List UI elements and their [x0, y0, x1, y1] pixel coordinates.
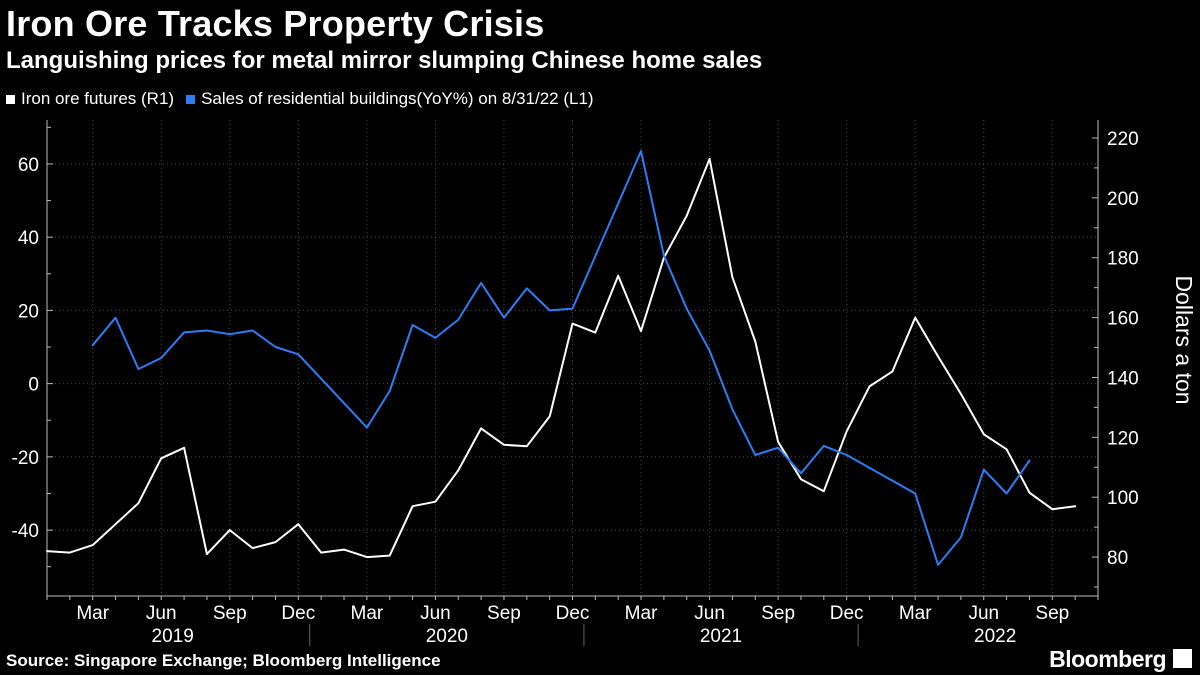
- x-axis-year-label: 2019: [152, 626, 194, 647]
- right-axis-tick-label: 160: [1107, 309, 1139, 330]
- left-axis-tick-label: 0: [28, 375, 39, 396]
- legend-label-residential-sales: Sales of residential buildings(YoY%) on …: [201, 89, 594, 108]
- x-axis-month-label: Dec: [281, 603, 315, 624]
- left-axis-tick-label: 40: [18, 228, 39, 249]
- series-line-iron-ore: [46, 157, 1077, 559]
- left-axis-tick-label: -40: [12, 521, 39, 542]
- right-axis-tick-label: 180: [1107, 249, 1139, 270]
- right-axis-tick-label: 200: [1107, 189, 1139, 210]
- x-axis-year-label: 2022: [974, 626, 1016, 647]
- x-axis-month-label: Sep: [761, 603, 795, 624]
- x-axis-month-label: Dec: [556, 603, 590, 624]
- bloomberg-logo-icon: [1173, 649, 1192, 668]
- left-axis-tick-label: -20: [12, 448, 39, 469]
- x-axis-month-label: Sep: [487, 603, 521, 624]
- legend: Iron ore futures (R1) Sales of residenti…: [6, 89, 606, 109]
- legend-item-iron-ore: Iron ore futures (R1): [6, 89, 174, 109]
- right-axis-tick-label: 220: [1107, 129, 1139, 150]
- x-axis-month-label: Jun: [968, 603, 999, 624]
- x-axis-year-label: 2020: [426, 626, 468, 647]
- right-axis-tick-label: 140: [1107, 368, 1139, 389]
- right-axis-tick-label: 80: [1107, 548, 1128, 569]
- series-line-residential-sales: [91, 150, 1031, 566]
- legend-swatch-blue: [186, 94, 196, 104]
- legend-swatch-white: [6, 94, 15, 104]
- x-axis-month-label: Sep: [1035, 603, 1069, 624]
- chart-subtitle: Languishing prices for metal mirror slum…: [6, 47, 763, 74]
- right-axis-tick-label: 100: [1107, 488, 1139, 509]
- left-axis-tick-label: 20: [18, 301, 39, 322]
- x-axis-month-label: Mar: [76, 603, 109, 624]
- legend-label-iron-ore: Iron ore futures (R1): [21, 89, 175, 108]
- x-axis-month-label: Sep: [213, 603, 247, 624]
- source-note: Source: Singapore Exchange; Bloomberg In…: [6, 651, 441, 670]
- x-axis-year-label: 2021: [700, 626, 742, 647]
- legend-item-residential-sales: Sales of residential buildings(YoY%) on …: [186, 89, 594, 109]
- x-axis-month-label: Jun: [694, 603, 725, 624]
- bloomberg-logo: Bloomberg: [1049, 646, 1166, 672]
- x-axis-month-label: Mar: [625, 603, 658, 624]
- x-axis-month-label: Jun: [420, 603, 451, 624]
- x-axis-month-label: Dec: [830, 603, 864, 624]
- x-axis-month-label: Mar: [899, 603, 932, 624]
- x-axis-month-label: Jun: [146, 603, 177, 624]
- right-axis-tick-label: 120: [1107, 428, 1139, 449]
- chart-title: Iron Ore Tracks Property Crisis: [6, 3, 545, 44]
- x-axis-month-label: Mar: [351, 603, 384, 624]
- left-axis-tick-label: 60: [18, 155, 39, 176]
- right-axis-title: Dollars a ton: [1171, 275, 1197, 404]
